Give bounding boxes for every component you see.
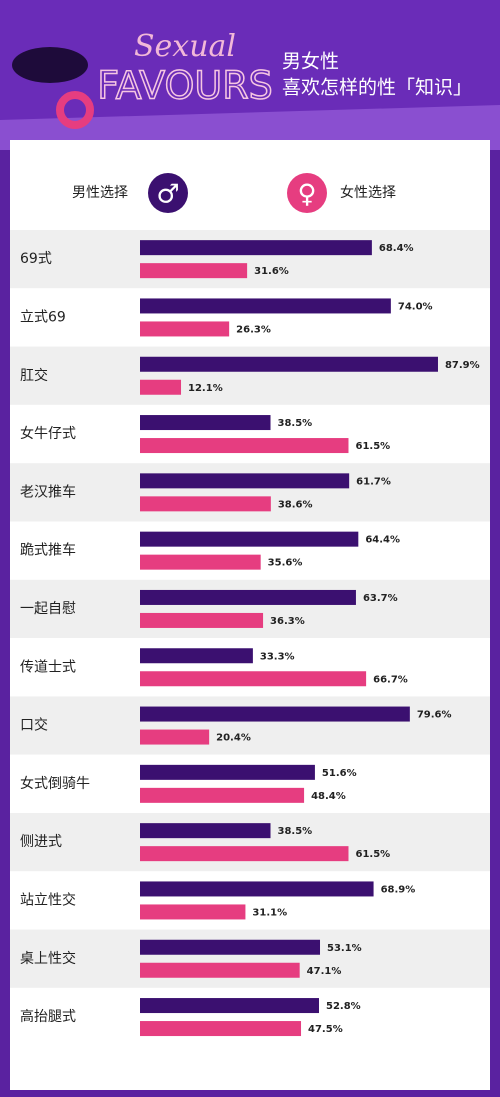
value-label: 36.3% [270,616,305,627]
bar [140,706,410,722]
row-bg [10,987,490,1047]
row-bg [10,288,490,347]
value-label: 87.9% [445,360,480,371]
category-label: 口交 [20,717,48,734]
bar [140,648,253,664]
bar [140,531,359,547]
value-label: 52.8% [326,1001,361,1012]
value-label: 61.5% [355,441,390,452]
category-label: 老汉推车 [20,483,76,500]
row-bg [10,754,490,813]
row-bg [10,579,490,639]
value-label: 48.4% [311,791,346,802]
row-bg [10,638,490,697]
category-label: 高抬腿式 [20,1008,76,1025]
category-label: 跪式推车 [20,542,76,559]
legend-icon [148,173,188,213]
bar [140,998,319,1014]
title: Sexual [134,29,236,64]
bar [140,415,271,431]
bar [140,321,230,337]
row-bg [10,521,490,580]
bar [140,904,246,920]
value-label: 79.6% [417,710,452,721]
bar [140,1021,302,1037]
value-label: 31.1% [252,907,287,918]
bar [140,939,321,955]
bar [140,298,391,314]
title-line2: FAVOURS [97,64,273,108]
row-bg [10,463,490,522]
header-band [0,105,500,150]
bar [140,823,271,839]
bar [140,787,305,803]
bar [140,846,349,862]
row-bg [10,929,490,988]
female-symbol: ♀ [297,180,316,210]
value-label: 61.7% [356,476,391,487]
category-label: 69式 [20,251,52,267]
category-label: 立式69 [20,309,66,325]
legend-label: 女性选择 [340,184,396,201]
row-bg [10,230,490,289]
value-label: 68.4% [379,243,414,254]
row-bg [10,696,490,755]
value-label: 33.3% [260,651,295,662]
legend-icon [287,173,327,213]
bar [140,496,271,512]
value-label: 51.6% [322,768,357,779]
value-label: 63.7% [363,593,398,604]
value-label: 38.6% [278,499,313,510]
male-symbol: ♂ [156,180,179,210]
category-label: 桌上性交 [20,950,76,967]
row-bg [10,404,490,464]
category-label: 一起自慰 [20,600,76,617]
value-label: 12.1% [188,383,223,394]
bar [140,962,300,978]
value-label: 68.9% [381,884,416,895]
category-label: 女式倒骑牛 [20,775,90,792]
bar [140,729,210,745]
category-label: 女牛仔式 [20,425,76,442]
bar [140,881,374,897]
bar [140,612,264,628]
category-label: 肛交 [20,367,48,384]
bar [140,671,367,687]
value-label: 47.1% [307,966,342,977]
row-bg [10,813,490,872]
row-bg [10,346,490,405]
row-bg [10,871,490,930]
bar [140,356,438,372]
value-label: 74.0% [398,301,433,312]
bar [140,764,315,780]
value-label: 38.5% [278,418,313,429]
value-label: 35.6% [268,558,303,569]
category-label: 侧进式 [20,834,62,850]
category-label: 传道士式 [20,659,76,675]
bar [140,438,349,454]
subtitle-line2: 喜欢怎样的性「知识」 [282,77,472,99]
value-label: 66.7% [373,674,408,685]
value-label: 20.4% [216,733,251,744]
bar [140,589,356,605]
category-label: 站立性交 [20,891,76,908]
deco-ring [56,91,94,129]
value-label: 26.3% [236,324,271,335]
mask-icon [12,47,88,83]
bar [140,554,261,570]
bar [140,240,372,256]
value-label: 47.5% [308,1024,343,1035]
subtitle: 男女性 [282,51,339,73]
bar [140,473,350,489]
bar [140,263,248,279]
value-label: 53.1% [327,943,362,954]
bar [140,379,182,395]
legend-label: 男性选择 [72,185,128,201]
value-label: 31.6% [254,266,289,277]
value-label: 64.4% [365,535,400,546]
value-label: 38.5% [278,826,313,837]
value-label: 61.5% [355,849,390,860]
